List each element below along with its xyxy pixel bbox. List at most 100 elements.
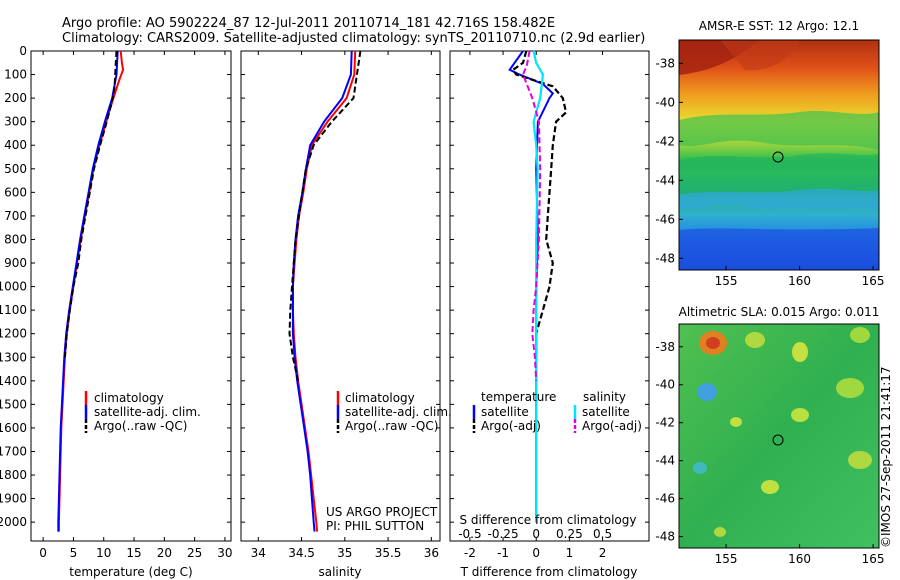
depth-tick-label: 1900 xyxy=(0,492,27,506)
project-note-line2: PI: PHIL SUTTON xyxy=(326,519,424,533)
x-tick-label: 0 xyxy=(532,546,540,560)
map-lat-tick-label: -38 xyxy=(655,56,675,70)
sst-map-frame xyxy=(678,39,880,271)
depth-tick-label: 1700 xyxy=(0,444,27,458)
sla-map-title: Altimetric SLA: 0.015 Argo: 0.011 xyxy=(679,305,880,319)
legend-label-satellite: satellite-adj. clim. xyxy=(94,405,201,419)
sla-map-axis-ticks: 155 160 165 -38 -40 -42 -44 -46 -48 xyxy=(655,340,884,566)
legend-label-salinity-satellite: satellite xyxy=(582,405,630,419)
x-tick-label: 20 xyxy=(157,546,172,560)
legend-label-temperature-satellite: satellite xyxy=(481,405,529,419)
map-lat-tick-label: -38 xyxy=(655,340,675,354)
map-lat-tick-label: -46 xyxy=(655,492,675,506)
figure-title-line1: Argo profile: AO 5902224_87 12-Jul-2011 … xyxy=(62,16,555,31)
legend-label-climatology: climatology xyxy=(94,391,164,405)
legend-label-temperature-argo: Argo(-adj) xyxy=(481,419,541,433)
s-difference-tick-label: 0.5 xyxy=(593,527,612,541)
series-line-satellite-adj-clim- xyxy=(291,50,353,532)
difference-panel-frame xyxy=(449,50,650,542)
map-lat-tick-label: -44 xyxy=(655,173,675,187)
s-difference-tick-label: 0 xyxy=(532,527,540,541)
depth-tick-label: 2000 xyxy=(0,515,27,529)
x-tick-label: 25 xyxy=(187,546,202,560)
s-difference-tick-label: -0.5 xyxy=(458,527,481,541)
map-lat-tick-label: -42 xyxy=(655,416,675,430)
depth-tick-label: 1000 xyxy=(0,280,27,294)
x-tick-label: 35 xyxy=(337,546,352,560)
sla-map-image xyxy=(679,324,879,548)
legend-label-argo: Argo(..raw -QC) xyxy=(345,419,438,433)
depth-tick-label: 700 xyxy=(4,209,27,223)
series-line-salinity-argo-adj- xyxy=(521,50,542,381)
sst-map-axis-ticks: 155 160 165 -38 -40 -42 -44 -46 -48 xyxy=(655,56,884,288)
legend-label-satellite: satellite-adj. clim. xyxy=(345,405,452,419)
x-tick-label: 34.5 xyxy=(288,546,315,560)
series-line-temperature-argo-adj- xyxy=(511,50,568,358)
depth-tick-label: 1200 xyxy=(0,327,27,341)
map-lon-tick-label: 155 xyxy=(715,274,738,288)
t-difference-axis-label: T difference from climatology xyxy=(460,565,638,579)
depth-tick-label: 900 xyxy=(4,256,27,270)
s-difference-tick-label: -0.25 xyxy=(488,527,519,541)
x-tick-label: 30 xyxy=(217,546,232,560)
x-tick-label: 35.5 xyxy=(375,546,402,560)
s-difference-tick-label: 0.25 xyxy=(556,527,583,541)
project-note-line1: US ARGO PROJECT xyxy=(326,505,438,519)
x-tick-label: -2 xyxy=(464,546,476,560)
legend-label-argo: Argo(..raw -QC) xyxy=(94,419,187,433)
series-line-satellite-adj-clim- xyxy=(57,50,119,532)
depth-tick-label: 1300 xyxy=(0,350,27,364)
series-line-salinity-satellite xyxy=(532,50,545,523)
x-tick-label: 5 xyxy=(70,546,78,560)
map-lat-tick-label: -42 xyxy=(655,134,675,148)
depth-tick-label: 400 xyxy=(4,138,27,152)
series-line-temperature-satellite xyxy=(508,50,555,523)
series-line-argo-raw-qc- xyxy=(63,50,118,358)
x-tick-label: 34 xyxy=(251,546,266,560)
axis-ticks: 0100200300400500600700800900100011001200… xyxy=(0,44,649,560)
map-lon-tick-label: 165 xyxy=(862,552,885,566)
x-tick-label: 15 xyxy=(126,546,141,560)
figure-title-line2: Climatology: CARS2009. Satellite-adjuste… xyxy=(62,31,645,46)
map-lat-tick-label: -40 xyxy=(655,95,675,109)
x-tick-label: 36 xyxy=(424,546,439,560)
map-lat-tick-label: -48 xyxy=(655,251,675,265)
temperature-axis-label: temperature (deg C) xyxy=(69,565,192,579)
s-difference-axis-label: S difference from climatology xyxy=(460,513,637,527)
map-lat-tick-label: -44 xyxy=(655,454,675,468)
map-lat-tick-label: -40 xyxy=(655,378,675,392)
depth-tick-label: 1600 xyxy=(0,421,27,435)
sst-map-title: AMSR-E SST: 12 Argo: 12.1 xyxy=(699,19,859,33)
depth-tick-label: 600 xyxy=(4,185,27,199)
series-line-climatology xyxy=(57,50,125,532)
map-lat-tick-label: -48 xyxy=(655,530,675,544)
map-lon-tick-label: 155 xyxy=(715,552,738,566)
map-lon-tick-label: 160 xyxy=(788,274,811,288)
map-lon-tick-label: 160 xyxy=(788,552,811,566)
x-tick-label: 10 xyxy=(96,546,111,560)
sla-map-frame xyxy=(678,323,880,549)
legend-header-salinity: salinity xyxy=(583,390,626,404)
profile-lines xyxy=(57,50,568,532)
imos-timestamp-label: ©IMOS 27-Sep-2011 21:41:17 xyxy=(879,366,893,548)
series-line-argo-raw-qc- xyxy=(288,50,362,382)
temperature-panel-frame xyxy=(30,50,232,542)
map-lon-tick-label: 165 xyxy=(862,274,885,288)
x-tick-label: 1 xyxy=(566,546,574,560)
x-tick-label: 0 xyxy=(39,546,47,560)
salinity-legend: climatology satellite-adj. clim. Argo(..… xyxy=(336,391,452,433)
depth-tick-label: 100 xyxy=(4,68,27,82)
legend-label-climatology: climatology xyxy=(345,391,415,405)
depth-tick-label: 1800 xyxy=(0,468,27,482)
x-tick-label: -1 xyxy=(497,546,509,560)
depth-tick-label: 500 xyxy=(4,162,27,176)
temperature-legend: climatology satellite-adj. clim. Argo(..… xyxy=(84,391,201,433)
salinity-panel-frame xyxy=(240,50,441,542)
depth-tick-label: 300 xyxy=(4,115,27,129)
depth-tick-label: 0 xyxy=(19,44,27,58)
depth-tick-label: 800 xyxy=(4,232,27,246)
sla-argo-location-marker xyxy=(772,434,784,446)
depth-tick-label: 1100 xyxy=(0,303,27,317)
x-tick-label: 2 xyxy=(599,546,607,560)
